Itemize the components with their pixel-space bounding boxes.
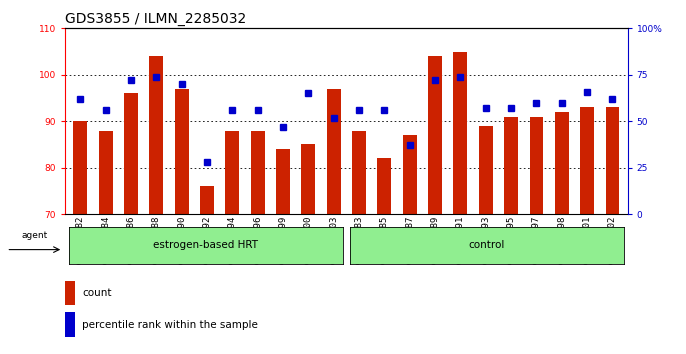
Bar <box>530 116 543 214</box>
Bar <box>327 89 341 214</box>
Bar <box>65 281 75 305</box>
Bar <box>73 121 87 214</box>
Text: control: control <box>469 240 506 250</box>
Bar <box>403 135 417 214</box>
Bar <box>580 107 594 214</box>
Bar <box>150 56 163 214</box>
Text: agent: agent <box>22 230 48 240</box>
Bar <box>377 159 392 214</box>
Bar <box>479 126 493 214</box>
Bar <box>555 112 569 214</box>
Bar <box>352 131 366 214</box>
Bar <box>251 131 265 214</box>
Bar <box>428 56 442 214</box>
Text: count: count <box>82 288 112 298</box>
Bar <box>124 93 138 214</box>
Bar <box>453 52 467 214</box>
Text: percentile rank within the sample: percentile rank within the sample <box>82 320 258 330</box>
Bar <box>99 131 113 214</box>
Bar <box>200 186 214 214</box>
Bar <box>276 149 290 214</box>
Text: estrogen-based HRT: estrogen-based HRT <box>153 240 259 250</box>
Bar <box>606 107 619 214</box>
Bar <box>175 89 189 214</box>
Bar <box>65 313 75 337</box>
Bar <box>301 144 316 214</box>
Bar <box>226 131 239 214</box>
Text: GDS3855 / ILMN_2285032: GDS3855 / ILMN_2285032 <box>65 12 246 26</box>
Bar <box>504 116 518 214</box>
